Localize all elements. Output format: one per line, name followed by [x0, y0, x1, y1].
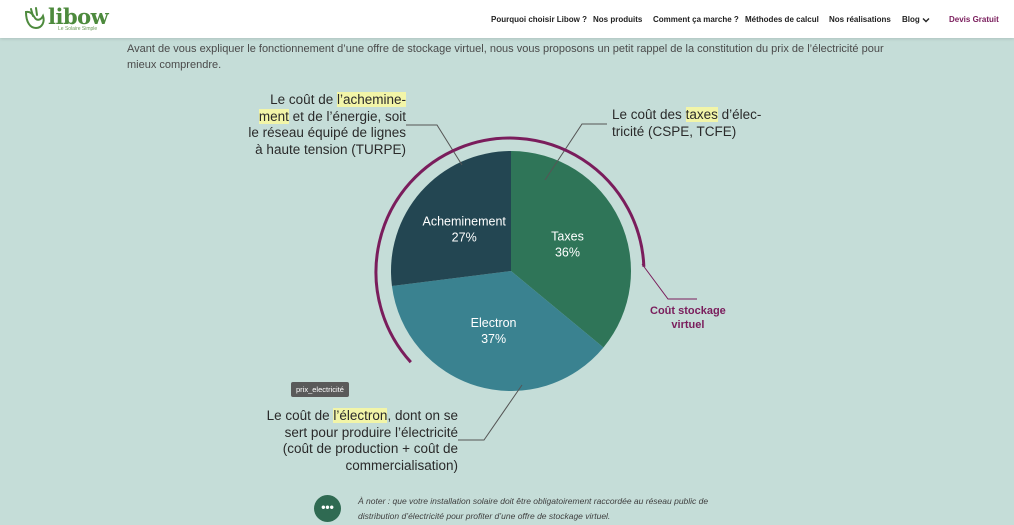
- annotation-text: à haute tension (TURPE): [255, 141, 406, 157]
- virtual-storage-line1: Coût stockage: [650, 305, 726, 317]
- slice-label-acheminement: Acheminement: [423, 215, 507, 229]
- annotation-text: Le coût de: [266, 408, 334, 423]
- note-text: À noter : que votre installation solaire…: [358, 496, 709, 521]
- virtual-storage-label: Coût stockage virtuel: [650, 304, 726, 332]
- highlight-taxes: taxes: [685, 107, 718, 122]
- nav-item-realisations[interactable]: Nos réalisations: [829, 15, 891, 24]
- highlight-acheminement: l’achemine-: [336, 92, 406, 107]
- leader-line-electron: [458, 384, 523, 441]
- nav-item-pourquoi[interactable]: Pourquoi choisir Libow ?: [491, 15, 587, 24]
- annotation-acheminement: Le coût de l’achemine- ment et de l’éner…: [244, 92, 406, 158]
- leader-line-acheminement: [406, 124, 463, 166]
- annotation-text: le réseau équipé de lignes: [248, 125, 406, 140]
- nav-item-produits[interactable]: Nos produits: [593, 15, 643, 24]
- slice-value-taxes: 36%: [555, 245, 580, 259]
- brand-tagline: Le Solaire Simple: [58, 26, 98, 32]
- slice-value-acheminement: 27%: [452, 231, 477, 245]
- nav-item-comment[interactable]: Comment ça marche ?: [653, 15, 739, 24]
- highlight-electron: l’électron: [333, 408, 388, 423]
- annotation-text: , dont on se: [387, 408, 458, 423]
- more-options-button[interactable]: •••: [314, 495, 341, 522]
- logo[interactable]: libow Le Solaire Simple: [22, 4, 112, 34]
- annotation-text: commercialisation): [345, 457, 458, 473]
- pie-slice-taxes: [511, 151, 631, 348]
- annotation-text: et de l’énergie, soit: [288, 108, 406, 124]
- pie-slice-acheminement: [391, 151, 511, 287]
- pie-slice-electron: [391, 271, 604, 391]
- annotation-text: tricité (CSPE, TCFE): [612, 123, 737, 139]
- nav-item-blog[interactable]: Blog: [902, 15, 920, 24]
- site-header: libow Le Solaire Simple Pourquoi choisir…: [0, 0, 1014, 38]
- slice-value-electron: 37%: [481, 332, 506, 346]
- slice-label-taxes: Taxes: [551, 229, 584, 243]
- virtual-storage-arc: [374, 136, 646, 364]
- annotation-text: sert pour produire l’électricité: [284, 424, 458, 440]
- annotation-text: (coût de production + coût de: [282, 441, 458, 456]
- slice-label-electron: Electron: [471, 316, 517, 330]
- annotation-electron: Le coût de l’électron, dont on se sert p…: [260, 408, 458, 474]
- chevron-down-icon[interactable]: [922, 17, 930, 23]
- nav-item-methodes[interactable]: Méthodes de calcul: [745, 15, 819, 24]
- brand-name: libow: [48, 4, 109, 29]
- annotation-text: Le coût des: [612, 107, 686, 122]
- annotation-text: d’élec-: [717, 107, 762, 122]
- virtual-storage-leader: [641, 263, 697, 300]
- annotation-text: Le coût de: [270, 92, 337, 107]
- intro-paragraph: Avant de vous expliquer le fonctionnemen…: [127, 43, 884, 71]
- image-filename-badge: prix_electricité: [291, 382, 349, 397]
- leaf-hand-icon: [24, 7, 45, 30]
- annotation-taxes: Le coût des taxes d’élec- tricité (CSPE,…: [612, 107, 772, 140]
- cta-devis-button[interactable]: Devis Gratuit: [949, 15, 999, 24]
- leader-line-taxes: [544, 123, 607, 181]
- virtual-storage-line2: virtuel: [671, 319, 705, 331]
- highlight-acheminement-cont: ment: [258, 108, 289, 124]
